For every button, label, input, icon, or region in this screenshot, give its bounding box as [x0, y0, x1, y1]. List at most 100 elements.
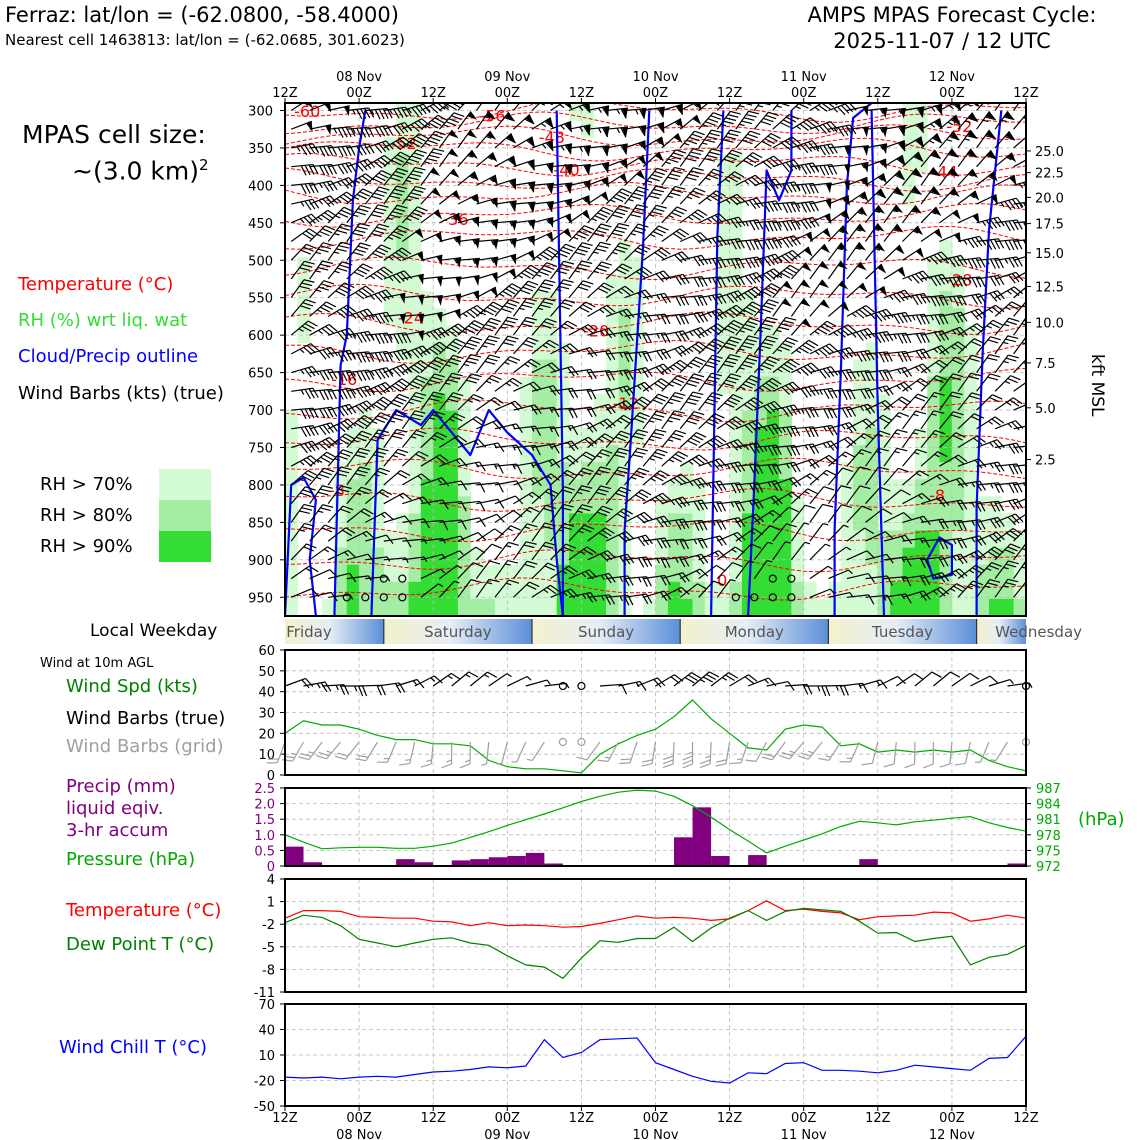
temperature-contour-label: -40: [554, 160, 580, 179]
wind-barb: [809, 279, 830, 299]
barb-shaft: [327, 304, 348, 317]
barb-flag: [345, 405, 353, 415]
barb-half: [804, 541, 811, 545]
barb-half: [299, 529, 305, 532]
barb-flag: [811, 140, 820, 150]
barb-half: [389, 109, 393, 115]
wind-barb: [475, 335, 500, 355]
barb-flag: [415, 429, 427, 435]
barb-flag: [300, 305, 311, 310]
barb-flag: [376, 401, 387, 409]
wind-barb: [420, 209, 443, 224]
rh-cell: [976, 530, 990, 549]
barb-pennant: [415, 228, 424, 239]
rh-cell: [519, 479, 533, 497]
barb-flag: [385, 382, 394, 391]
wind-barb: [401, 429, 427, 448]
wind-barb: [328, 387, 356, 400]
rh-cell: [927, 325, 941, 343]
barb-half: [407, 125, 413, 131]
barb-flag: [321, 327, 331, 336]
barb-flag: [358, 289, 368, 298]
barb-flag: [393, 108, 400, 119]
barb-shaft: [661, 375, 678, 392]
wind-barb: [364, 429, 389, 448]
barb-flag: [355, 405, 365, 414]
wind-barb: [439, 190, 461, 205]
barb-flag: [326, 369, 334, 380]
rh-cell: [581, 581, 595, 600]
barb-half: [371, 420, 378, 425]
rh-cell: [334, 598, 348, 616]
barb-shaft: [790, 318, 807, 336]
rh-cell: [544, 427, 558, 446]
rh-cell: [840, 479, 854, 497]
barb-shaft: [809, 543, 826, 561]
rh-cell: [433, 564, 447, 583]
barb-half: [352, 371, 356, 377]
barb-half: [814, 350, 820, 356]
barb-pennant: [436, 295, 443, 306]
barb-flag: [320, 214, 331, 222]
barb-shaft: [439, 190, 458, 205]
barb-shaft: [383, 515, 406, 523]
cell-size-label: MPAS cell size:: [22, 120, 206, 149]
barb-flag: [396, 273, 405, 283]
barb-flag: [327, 209, 338, 217]
wind-barb: [402, 273, 424, 285]
wind-barb: [401, 410, 426, 430]
wind-barb: [624, 140, 646, 152]
rh-cell: [717, 308, 731, 326]
barb-shaft: [791, 117, 811, 130]
rh-cell: [569, 530, 582, 549]
barb-half: [418, 497, 424, 503]
barb-flag: [340, 209, 352, 216]
wind-barb: [309, 323, 338, 336]
barb-flag: [360, 242, 371, 247]
rh-cell: [939, 359, 953, 378]
wind-barb: [309, 546, 337, 561]
barb-flag: [376, 470, 388, 476]
barb-flag: [413, 364, 424, 372]
barb-half: [708, 258, 712, 265]
wind-barb: [346, 204, 371, 224]
barb-shaft: [827, 280, 843, 299]
rh80-swatch: [159, 500, 211, 531]
rh-cell: [939, 496, 953, 514]
wind-barb: [383, 204, 408, 224]
rh-cell: [766, 598, 780, 616]
temperature-contour-label: -8: [929, 486, 945, 505]
wind-barb: [809, 503, 834, 523]
rh-cell: [877, 427, 891, 446]
wind-barb: [420, 167, 441, 186]
barb-flag: [372, 252, 383, 259]
barb-pennant: [418, 314, 425, 325]
wind-barb: [383, 393, 410, 411]
barb-flag: [306, 243, 317, 249]
barb-shaft: [402, 294, 425, 299]
barb-shaft: [642, 410, 657, 430]
wind-barb: [828, 301, 850, 317]
barb-half: [300, 389, 305, 395]
wind-barb: [828, 180, 851, 192]
rh90-swatch: [159, 531, 211, 562]
barb-flag: [308, 388, 315, 399]
barb-flag: [409, 140, 420, 147]
wind-barb: [753, 132, 781, 149]
barb-flag: [301, 507, 313, 511]
temperature-contour: [285, 368, 1026, 393]
rh-cell: [840, 547, 854, 566]
barb-half: [317, 216, 323, 221]
barb-flag: [347, 550, 357, 559]
barb-shaft: [402, 518, 425, 523]
wind-barb: [642, 121, 665, 134]
rh-cell: [667, 564, 681, 583]
rh-cell: [346, 513, 360, 532]
dewpoint-label: Dew Point T (°C): [66, 934, 215, 955]
barb-flag: [373, 229, 385, 234]
barb-flag: [414, 166, 426, 171]
rh-cell: [470, 547, 484, 566]
barb-flag: [323, 146, 330, 157]
barb-flag: [337, 407, 345, 417]
rh-cell: [396, 547, 410, 566]
